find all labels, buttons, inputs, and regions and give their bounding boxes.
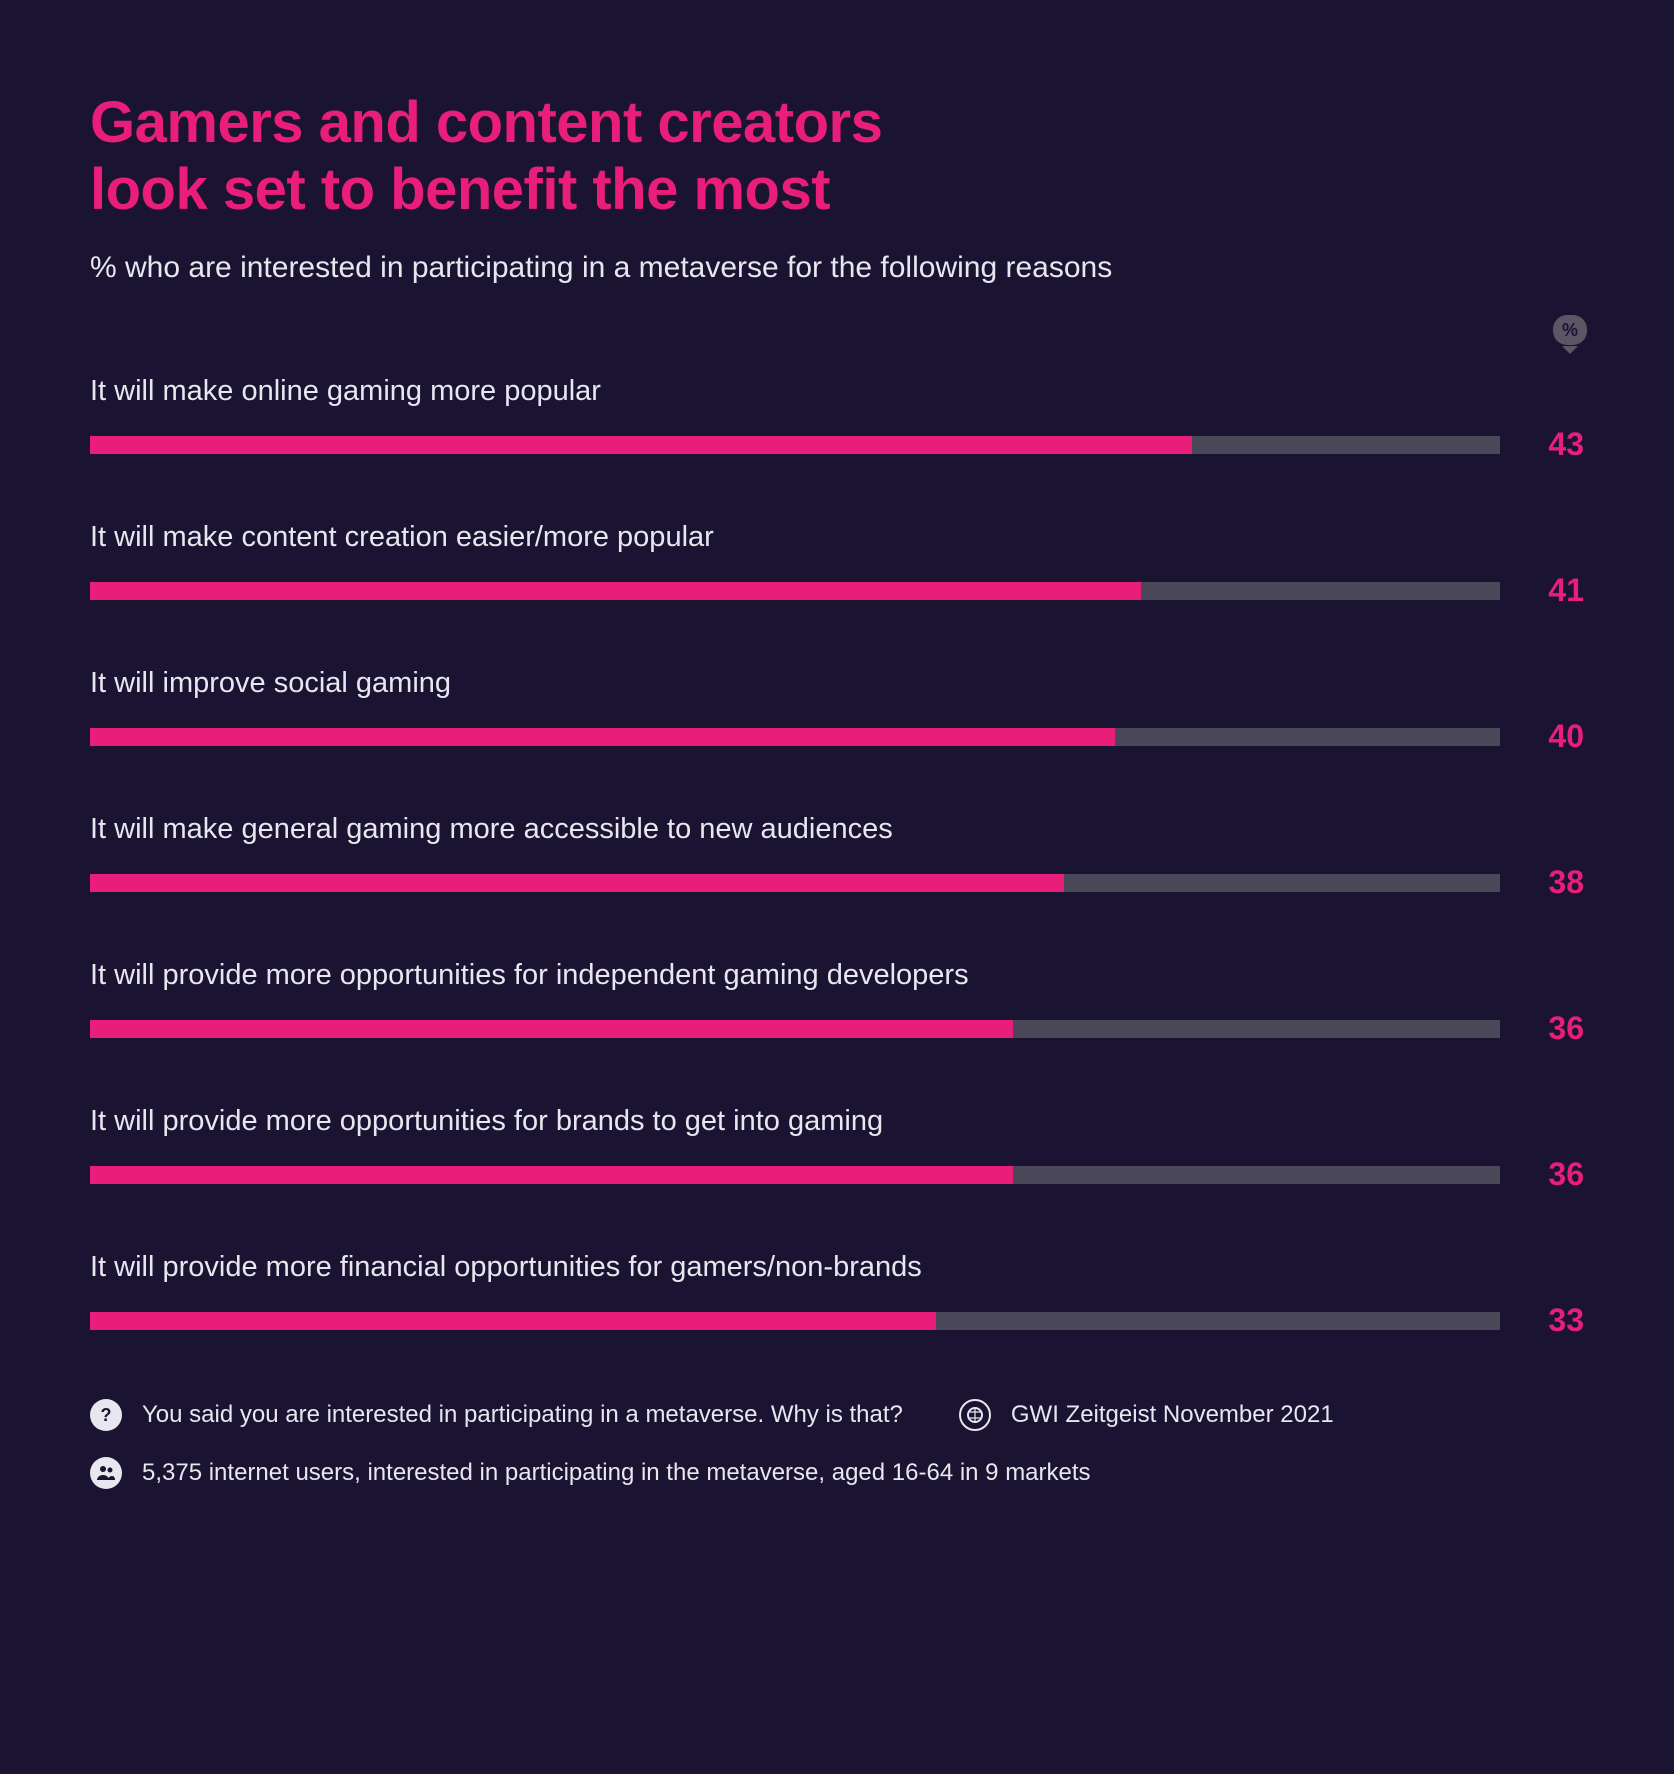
bar-chart: % It will make online gaming more popula… bbox=[90, 375, 1584, 1339]
footer-question: ? You said you are interested in partici… bbox=[90, 1399, 903, 1431]
bar-value: 36 bbox=[1538, 1010, 1584, 1047]
bar-label: It will make online gaming more popular bbox=[90, 375, 1584, 408]
chart-subtitle: % who are interested in participating in… bbox=[90, 251, 1584, 285]
bar-line: 33 bbox=[90, 1302, 1584, 1339]
bar-row: It will improve social gaming 40 bbox=[90, 667, 1584, 755]
bar-label: It will provide more opportunities for b… bbox=[90, 1105, 1584, 1138]
bar-line: 43 bbox=[90, 426, 1584, 463]
bar-track bbox=[90, 1166, 1500, 1184]
chart-footer: ? You said you are interested in partici… bbox=[90, 1399, 1584, 1489]
bar-track bbox=[90, 1020, 1500, 1038]
gwi-icon bbox=[966, 1406, 984, 1424]
bar-value: 33 bbox=[1538, 1302, 1584, 1339]
bar-line: 41 bbox=[90, 572, 1584, 609]
title-line-1: Gamers and content creators bbox=[90, 90, 882, 155]
bar-line: 36 bbox=[90, 1010, 1584, 1047]
bar-fill bbox=[90, 874, 1064, 892]
bar-label: It will make general gaming more accessi… bbox=[90, 813, 1584, 846]
bar-value: 36 bbox=[1538, 1156, 1584, 1193]
bar-fill bbox=[90, 1312, 936, 1330]
footer-sample-text: 5,375 internet users, interested in part… bbox=[142, 1459, 1091, 1487]
people-svg-icon bbox=[96, 1463, 116, 1483]
bar-fill bbox=[90, 582, 1141, 600]
footer-source: GWI Zeitgeist November 2021 bbox=[959, 1399, 1334, 1431]
bar-track bbox=[90, 1312, 1500, 1330]
bar-track bbox=[90, 728, 1500, 746]
percent-badge: % bbox=[1550, 315, 1590, 354]
bar-track bbox=[90, 874, 1500, 892]
source-icon bbox=[959, 1399, 991, 1431]
bar-value: 43 bbox=[1538, 426, 1584, 463]
bar-fill bbox=[90, 1166, 1013, 1184]
chevron-down-icon bbox=[1562, 346, 1578, 354]
title-line-2: look set to benefit the most bbox=[90, 157, 830, 222]
bar-label: It will improve social gaming bbox=[90, 667, 1584, 700]
bar-value: 41 bbox=[1538, 572, 1584, 609]
bar-value: 38 bbox=[1538, 864, 1584, 901]
bar-label: It will provide more financial opportuni… bbox=[90, 1251, 1584, 1284]
bar-row: It will provide more opportunities for i… bbox=[90, 959, 1584, 1047]
bar-row: It will provide more opportunities for b… bbox=[90, 1105, 1584, 1193]
chart-title: Gamers and content creators look set to … bbox=[90, 90, 1584, 223]
bar-line: 40 bbox=[90, 718, 1584, 755]
bar-fill bbox=[90, 1020, 1013, 1038]
bar-row: It will provide more financial opportuni… bbox=[90, 1251, 1584, 1339]
question-icon: ? bbox=[90, 1399, 122, 1431]
percent-symbol: % bbox=[1553, 315, 1587, 345]
bar-line: 36 bbox=[90, 1156, 1584, 1193]
bar-label: It will provide more opportunities for i… bbox=[90, 959, 1584, 992]
bar-track bbox=[90, 436, 1500, 454]
people-icon bbox=[90, 1457, 122, 1489]
bar-fill bbox=[90, 436, 1192, 454]
bar-line: 38 bbox=[90, 864, 1584, 901]
footer-question-text: You said you are interested in participa… bbox=[142, 1401, 903, 1429]
bar-label: It will make content creation easier/mor… bbox=[90, 521, 1584, 554]
bar-row: It will make content creation easier/mor… bbox=[90, 521, 1584, 609]
bar-value: 40 bbox=[1538, 718, 1584, 755]
bar-row: It will make online gaming more popular 4… bbox=[90, 375, 1584, 463]
bar-row: It will make general gaming more accessi… bbox=[90, 813, 1584, 901]
bar-track bbox=[90, 582, 1500, 600]
footer-sample: 5,375 internet users, interested in part… bbox=[90, 1457, 1584, 1489]
bar-fill bbox=[90, 728, 1115, 746]
footer-source-text: GWI Zeitgeist November 2021 bbox=[1011, 1401, 1334, 1429]
